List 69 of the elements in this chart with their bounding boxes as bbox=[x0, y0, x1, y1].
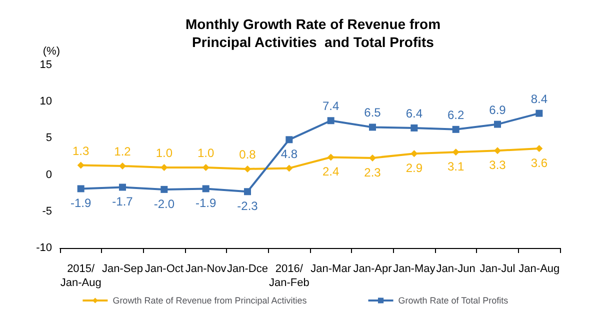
data-label: 3.3 bbox=[489, 158, 506, 172]
x-tick-label: Jan-Aug bbox=[518, 263, 560, 275]
data-label: 6.2 bbox=[447, 108, 464, 122]
point bbox=[369, 154, 376, 162]
chart-title: Monthly Growth Rate of Revenue from Principal Activities and Total Profits bbox=[185, 16, 441, 50]
x-tick-label: Jan-Dce bbox=[227, 263, 268, 275]
data-label: 7.4 bbox=[322, 99, 340, 114]
y-tick-label: 0 bbox=[46, 168, 52, 181]
point bbox=[202, 164, 210, 171]
data-label: 2.3 bbox=[364, 165, 382, 180]
data-label: -1.7 bbox=[112, 194, 134, 209]
data-label: 6.9 bbox=[489, 102, 506, 117]
point bbox=[494, 120, 501, 128]
point bbox=[327, 154, 334, 161]
data-label: -1.9 bbox=[195, 196, 216, 210]
point bbox=[452, 126, 460, 133]
point bbox=[494, 147, 501, 154]
y-tick-label: 10 bbox=[40, 96, 52, 108]
data-label: 2.4 bbox=[322, 164, 340, 179]
data-label: -1.9 bbox=[70, 196, 92, 210]
point bbox=[536, 144, 543, 152]
x-tick-label: 2016/Jan-Feb bbox=[268, 263, 310, 289]
data-label: 1.3 bbox=[72, 144, 90, 158]
point bbox=[286, 164, 293, 172]
x-tick-label: Jan-Jun bbox=[436, 263, 476, 275]
data-label: 8.4 bbox=[530, 92, 548, 106]
x-tick-label: Jan-Jul bbox=[480, 263, 516, 275]
data-label: 1.0 bbox=[197, 146, 214, 160]
x-tick-label: Jan-Apr bbox=[353, 263, 392, 275]
point bbox=[286, 136, 293, 144]
y-tick-label: 15 bbox=[40, 59, 52, 71]
point bbox=[244, 188, 251, 196]
point bbox=[410, 124, 418, 132]
x-tick-label: Jan-Sep bbox=[102, 263, 143, 275]
data-label: -2.3 bbox=[237, 199, 258, 214]
y-tick-label: 5 bbox=[46, 132, 52, 144]
legend-label: Growth Rate of Total Profits bbox=[398, 296, 509, 306]
data-label: 6.5 bbox=[364, 106, 382, 120]
data-label: 3.6 bbox=[530, 156, 548, 170]
x-tick-label: Jan-Nov bbox=[185, 263, 227, 275]
point bbox=[160, 164, 168, 171]
x-tick-label: Jan-Mar bbox=[310, 263, 352, 275]
point bbox=[77, 185, 84, 192]
point bbox=[410, 150, 418, 158]
y-tick-label: -5 bbox=[42, 205, 52, 218]
data-label: 4.8 bbox=[280, 147, 298, 162]
data-label: 0.8 bbox=[239, 147, 256, 162]
point bbox=[119, 184, 126, 191]
x-tick-label: 2015/Jan-Aug bbox=[60, 263, 102, 289]
point bbox=[244, 165, 251, 172]
point bbox=[369, 124, 376, 131]
point bbox=[77, 162, 84, 169]
point bbox=[202, 185, 210, 192]
y-tick-label: -10 bbox=[36, 242, 52, 254]
point bbox=[536, 110, 543, 117]
point bbox=[327, 117, 334, 124]
x-tick-label: Jan-May bbox=[393, 263, 436, 275]
point bbox=[160, 186, 168, 193]
data-label: 1.2 bbox=[114, 144, 132, 159]
y-axis-title: (%) bbox=[42, 46, 60, 58]
data-label: -2.0 bbox=[154, 196, 175, 211]
data-label: 6.4 bbox=[406, 106, 423, 120]
point bbox=[119, 162, 126, 170]
legend-label: Growth Rate of Revenue from Principal Activities bbox=[112, 296, 308, 306]
data-label: 1.0 bbox=[156, 146, 173, 160]
data-label: 2.9 bbox=[406, 161, 423, 176]
data-label: 3.1 bbox=[447, 160, 464, 174]
x-tick-label: Jan-Oct bbox=[144, 263, 184, 275]
point bbox=[452, 148, 460, 156]
